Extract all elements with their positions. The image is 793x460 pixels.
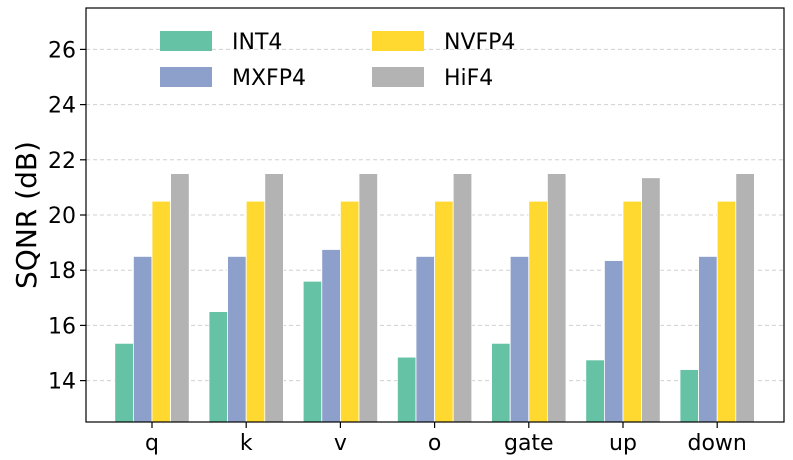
bar-nvfp4-k — [245, 200, 266, 423]
y-tick-label-14: 14 — [48, 370, 76, 395]
bar-hif4-gate — [547, 173, 567, 423]
y-tick-label-16: 16 — [48, 314, 76, 339]
legend: INT4 MXFP4 NVFP4 HiF4 — [160, 30, 515, 91]
x-tick-label-v: v — [334, 431, 347, 456]
x-tick-label-up: up — [609, 431, 637, 456]
x-tick-label-o: o — [428, 431, 441, 456]
y-tick-label-26: 26 — [48, 38, 76, 63]
y-tick-label-20: 20 — [48, 204, 76, 229]
legend-label-mxfp4: MXFP4 — [232, 66, 306, 91]
x-tick-label-q: q — [145, 431, 159, 456]
legend-swatch-int4 — [160, 31, 212, 51]
bar-hif4-down — [735, 173, 755, 423]
bar-hif4-v — [358, 173, 379, 423]
bar-int4-o — [396, 356, 417, 423]
bar-hif4-o — [452, 173, 473, 423]
bar-mxfp4-up — [604, 260, 624, 423]
x-tick-label-k: k — [240, 431, 253, 456]
y-axis-label: SQNR (dB) — [10, 141, 43, 289]
y-tick-label-24: 24 — [48, 94, 76, 119]
legend-swatch-hif4 — [372, 67, 424, 87]
bar-mxfp4-k — [227, 255, 247, 423]
bar-int4-k — [208, 311, 229, 423]
grid-lines — [86, 48, 784, 382]
legend-item-nvfp4: NVFP4 — [372, 30, 515, 55]
bar-int4-gate — [491, 342, 511, 423]
x-tick-label-down: down — [688, 431, 747, 456]
bar-nvfp4-o — [434, 200, 454, 423]
bar-mxfp4-o — [415, 255, 436, 423]
y-tick-label-22: 22 — [48, 149, 76, 174]
legend-swatch-nvfp4 — [372, 31, 424, 51]
x-axis-ticks: q k v o gate up down — [145, 422, 747, 456]
bar-nvfp4-q — [151, 200, 172, 423]
x-tick-label-gate: gate — [504, 431, 554, 456]
bar-hif4-k — [264, 173, 284, 423]
bar-nvfp4-gate — [528, 200, 548, 423]
legend-label-int4: INT4 — [232, 30, 282, 55]
legend-item-mxfp4: MXFP4 — [160, 66, 306, 91]
bar-nvfp4-up — [622, 200, 643, 423]
legend-swatch-mxfp4 — [160, 67, 212, 87]
bar-int4-v — [302, 280, 323, 423]
bars — [114, 173, 755, 423]
bar-int4-down — [679, 369, 700, 423]
bar-int4-q — [114, 342, 134, 423]
y-tick-label-18: 18 — [48, 259, 76, 284]
legend-item-hif4: HiF4 — [372, 66, 493, 91]
bar-hif4-q — [170, 173, 190, 423]
bar-mxfp4-v — [321, 249, 341, 423]
bar-mxfp4-q — [132, 255, 153, 423]
bar-hif4-up — [641, 177, 661, 423]
bar-int4-up — [585, 359, 605, 423]
legend-item-int4: INT4 — [160, 30, 282, 55]
bar-mxfp4-down — [698, 255, 718, 423]
bar-mxfp4-gate — [509, 255, 530, 423]
y-axis-ticks: 14 16 18 20 22 24 26 — [48, 38, 86, 395]
legend-label-nvfp4: NVFP4 — [444, 30, 515, 55]
legend-label-hif4: HiF4 — [444, 66, 493, 91]
bar-nvfp4-down — [716, 200, 737, 423]
bar-nvfp4-v — [339, 200, 360, 423]
